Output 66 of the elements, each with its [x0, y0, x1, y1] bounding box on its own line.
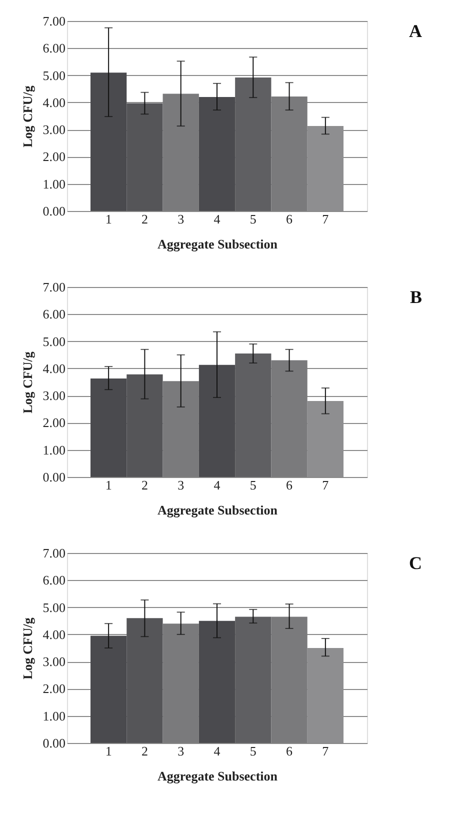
x-tick-label: 1: [105, 744, 112, 758]
y-tick-label: 7.00: [42, 546, 66, 560]
x-tick-label: 4: [214, 478, 221, 492]
y-tick-label: 0.00: [42, 736, 66, 750]
x-tick-label: 2: [141, 212, 148, 226]
y-tick-label: 1.00: [42, 442, 66, 458]
x-tick-label: 3: [178, 744, 184, 758]
x-axis-title: Aggregate Subsection: [157, 236, 278, 252]
y-tick-label: 2.00: [42, 681, 66, 696]
y-tick-label: 3.00: [42, 654, 66, 670]
bar: [271, 96, 308, 211]
text: C: [409, 553, 422, 573]
y-tick-label: 1.00: [42, 176, 66, 192]
x-tick-label: 1: [105, 212, 112, 226]
bar: [198, 364, 236, 477]
y-tick-label: 4.00: [42, 360, 66, 376]
x-axis-title: Aggregate Subsection: [157, 502, 278, 518]
y-tick-label: 6.00: [42, 572, 66, 588]
y-tick-label: 4.00: [42, 626, 66, 642]
bar: [271, 360, 308, 477]
bar: [162, 624, 199, 743]
bar: [235, 354, 272, 477]
bar: [235, 77, 272, 211]
bar: [271, 616, 308, 743]
x-tick-label: 7: [322, 212, 330, 226]
bar: [162, 381, 199, 477]
y-tick-label: 1.00: [42, 708, 66, 724]
y-tick-label: 6.00: [42, 40, 66, 56]
x-tick-label: 7: [322, 478, 330, 492]
x-tick-label: 6: [286, 744, 294, 758]
x-tick-label: 4: [214, 744, 221, 758]
y-tick-label: 0.00: [42, 470, 66, 484]
y-tick-label: 4.00: [42, 94, 66, 110]
x-tick-label: 6: [286, 478, 294, 492]
y-tick-label: 5.00: [42, 600, 66, 615]
y-tick-label: 2.00: [42, 149, 66, 164]
y-tick-label: 3.00: [42, 122, 66, 138]
x-tick-label: 5: [250, 478, 256, 492]
bar: [198, 620, 236, 743]
y-tick-label: 5.00: [42, 334, 66, 349]
y-tick-label: 3.00: [42, 388, 66, 404]
y-tick-label: 7.00: [42, 280, 66, 294]
x-tick-label: 7: [322, 744, 330, 758]
y-tick-label: 5.00: [42, 68, 66, 83]
x-axis-title: Aggregate Subsection: [157, 768, 278, 784]
x-tick-label: 5: [250, 744, 256, 758]
x-tick-label: 5: [250, 212, 256, 226]
bar: [162, 94, 199, 211]
x-tick-label: 2: [141, 744, 148, 758]
bar: [198, 97, 236, 211]
text: B: [410, 287, 422, 307]
x-tick-label: 1: [105, 478, 112, 492]
x-tick-label: 2: [141, 478, 148, 492]
x-tick-label: 3: [178, 478, 184, 492]
y-tick-label: 0.00: [42, 204, 66, 218]
x-tick-label: 4: [214, 212, 221, 226]
y-tick-label: 2.00: [42, 415, 66, 430]
y-axis-title: Log CFU/g: [20, 351, 35, 414]
bar: [235, 616, 272, 743]
y-axis-title: Log CFU/g: [20, 617, 35, 680]
x-tick-label: 6: [286, 212, 294, 226]
y-tick-label: 7.00: [42, 14, 66, 28]
y-tick-label: 6.00: [42, 306, 66, 322]
text: A: [409, 21, 422, 41]
x-tick-label: 3: [178, 212, 184, 226]
y-axis-title: Log CFU/g: [20, 85, 35, 148]
